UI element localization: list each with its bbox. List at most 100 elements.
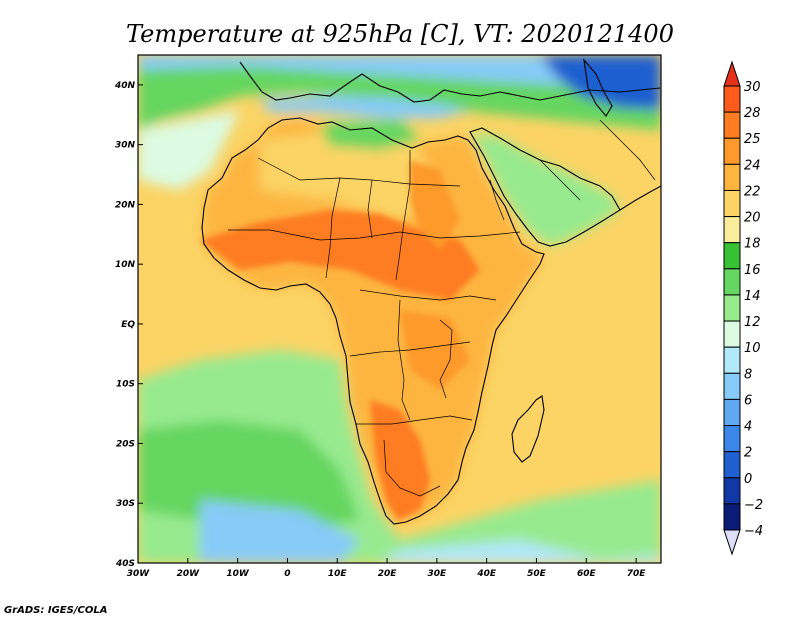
africa-coastline	[201, 117, 545, 525]
border-line	[599, 119, 656, 181]
asia-coastline	[619, 185, 661, 211]
colorbar-label: 18	[744, 237, 761, 252]
credit-label: GrADS: IGES/COLA	[4, 605, 107, 616]
arabia-cool	[470, 132, 620, 246]
temperature-detail	[200, 160, 480, 520]
europe-coastline	[239, 61, 661, 103]
colorbar-swatch	[723, 85, 741, 113]
colorbar-label: 20	[744, 211, 761, 226]
colorbar-swatch	[723, 137, 741, 165]
colorbar-swatch	[723, 425, 741, 453]
colorbar-swatch	[723, 320, 741, 348]
border-line	[349, 341, 471, 357]
temperature-field	[138, 55, 661, 563]
colorbar-swatch	[723, 451, 741, 479]
x-tick-label: 20W	[177, 569, 201, 579]
x-tick-label: 40E	[476, 569, 497, 579]
arabia-coastline	[469, 127, 621, 247]
colorbar-label: 16	[744, 263, 761, 278]
colorbar-label: 28	[744, 106, 761, 121]
x-tick-label: 30W	[127, 569, 151, 579]
longitude-axis: 30W 20W 10W 0 10E 20E 30E 40E 50E 60E 70E	[127, 558, 647, 579]
colorbar-label: −4	[744, 524, 763, 539]
y-tick-label: 20S	[116, 439, 135, 449]
colorbar-label: 12	[744, 315, 761, 330]
y-tick-label: 30S	[116, 499, 135, 509]
colorbar-label: 10	[744, 341, 761, 356]
asia-cold-core	[540, 55, 661, 110]
sahara-mild	[260, 130, 440, 220]
border-line	[395, 150, 411, 281]
colorbar-label: 8	[744, 367, 752, 382]
colorbar-swatch	[723, 216, 741, 244]
colorbar-swatch	[723, 111, 741, 139]
border-line	[325, 177, 341, 279]
southern-africa-hot	[370, 400, 430, 520]
colorbar-swatch	[723, 372, 741, 400]
colorbar-top-arrow	[723, 60, 741, 87]
colorbar-label: 22	[744, 184, 761, 199]
border-line	[383, 439, 441, 497]
x-tick-label: 70E	[627, 569, 647, 579]
south-atlantic-cold	[200, 500, 360, 563]
x-tick-label: 0	[284, 569, 290, 579]
x-tick-label: 60E	[577, 569, 597, 579]
border-line	[228, 229, 521, 241]
border-line	[439, 319, 453, 399]
border-line	[539, 159, 581, 201]
sudan-warm	[410, 160, 460, 250]
colorbar-swatch	[723, 163, 741, 191]
y-tick-label: 20N	[115, 200, 136, 210]
colorbar-swatch	[723, 398, 741, 427]
colorbar-label: 30	[744, 80, 761, 95]
far-north-cold	[138, 55, 661, 90]
map-title: Temperature at 925hPa [C], VT: 202012140…	[126, 20, 674, 48]
southern-ocean-cold	[380, 540, 661, 563]
colorbar-swatch	[723, 189, 741, 218]
y-tick-label: 10S	[116, 380, 135, 390]
y-tick-label: 40N	[114, 81, 136, 91]
x-tick-label: 10E	[328, 569, 348, 579]
colorbar-label: −2	[744, 498, 763, 513]
x-tick-label: 20E	[378, 569, 398, 579]
south-atlantic-cool	[138, 420, 360, 530]
border-line	[359, 289, 497, 301]
colorbar-label: 6	[744, 393, 752, 408]
colorbar-swatch	[723, 346, 741, 374]
colorbar-label: 25	[744, 132, 761, 147]
x-tick-label: 50E	[527, 569, 547, 579]
border-line	[356, 415, 473, 425]
colorbar-label: 24	[744, 158, 761, 173]
indian-ocean-warm	[520, 260, 661, 450]
madagascar-coastline	[511, 395, 545, 463]
country-borders	[228, 119, 656, 497]
coastlines	[201, 58, 661, 525]
y-tick-label: EQ	[121, 320, 135, 330]
sahel-hot-band	[200, 210, 480, 300]
colorbar-label: 2	[744, 446, 752, 461]
colorbar-swatch	[723, 268, 741, 296]
colorbar-label: 0	[744, 472, 752, 487]
caspian-coastline	[583, 58, 613, 117]
y-tick-label: 10N	[115, 260, 136, 270]
border-line	[257, 157, 461, 187]
colorbar-label: 14	[744, 289, 761, 304]
east-africa-warm	[400, 310, 470, 390]
x-tick-label: 30E	[428, 569, 448, 579]
latitude-axis: 40N 30N 20N 10N EQ 10S 20S 30S 40S	[114, 81, 143, 569]
border-line	[397, 299, 411, 421]
x-tick-label: 10W	[226, 569, 250, 579]
colorbar-bottom-arrow	[723, 529, 741, 556]
atlantic-north-cool	[138, 110, 240, 190]
y-tick-label: 40S	[115, 559, 135, 569]
border-line	[489, 179, 505, 221]
colorbar-label: 4	[744, 420, 752, 435]
colorbar-swatch	[723, 503, 741, 531]
colorbar-swatch	[723, 294, 741, 322]
map-frame	[137, 54, 662, 564]
colorbar-swatch	[723, 242, 741, 270]
y-tick-label: 30N	[115, 141, 136, 151]
border-line	[367, 179, 373, 239]
